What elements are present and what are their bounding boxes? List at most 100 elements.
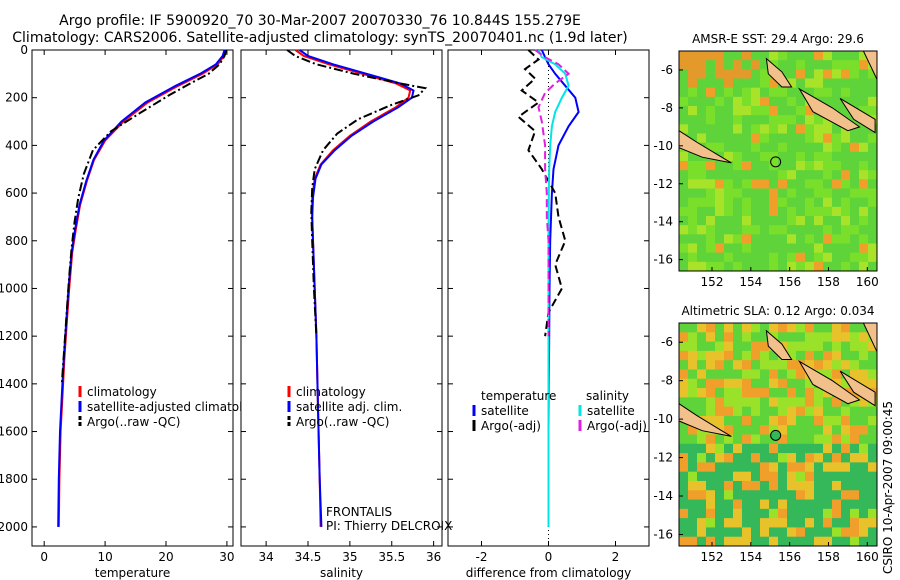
map-cell — [841, 60, 851, 70]
map-ytick-label: -14 — [653, 215, 673, 229]
map-cell — [688, 87, 698, 98]
map-cell — [751, 179, 761, 189]
map-cell — [751, 234, 761, 244]
map-cell — [733, 490, 743, 501]
map-cell — [733, 378, 743, 389]
map-cell — [679, 527, 689, 538]
map-cell — [724, 225, 734, 235]
map-cell — [823, 415, 833, 426]
map-cell — [823, 508, 833, 519]
map-cell — [778, 115, 788, 125]
map-cell — [724, 434, 734, 445]
map-cell — [841, 471, 851, 482]
map-cell — [814, 443, 824, 454]
map-cell — [841, 161, 851, 171]
map-cell — [697, 378, 707, 389]
map-cell — [868, 453, 878, 463]
panel-temperature-frame — [31, 49, 234, 547]
map-cell — [733, 536, 743, 547]
xtick-label: 35 — [342, 550, 357, 564]
map-cell — [868, 161, 878, 171]
map-cell — [778, 161, 788, 171]
map-cell — [814, 124, 824, 134]
map-cell — [832, 490, 842, 501]
map-cell — [823, 87, 833, 98]
map-cell — [715, 142, 725, 153]
map-cell — [715, 96, 725, 107]
map-cell — [706, 518, 716, 528]
map-cell — [814, 243, 824, 254]
map-cell — [841, 443, 851, 454]
map-cell — [688, 490, 698, 501]
map-cell — [697, 69, 707, 79]
map-cell — [796, 369, 806, 380]
map-cell — [724, 115, 734, 125]
map-cell — [688, 480, 698, 491]
map-cell — [841, 206, 851, 217]
map-cell — [715, 124, 725, 134]
map-cell — [832, 508, 842, 519]
map-cell — [769, 151, 779, 162]
map-cell — [706, 78, 716, 89]
map-cell — [859, 225, 869, 235]
map-cell — [760, 243, 770, 254]
map-cell — [724, 197, 734, 208]
map-cell — [697, 225, 707, 235]
map-cell — [832, 243, 842, 254]
map-cell — [706, 508, 716, 519]
map-cell — [706, 360, 716, 370]
map-cell — [760, 69, 770, 79]
map-cell — [832, 360, 842, 370]
map-cell — [715, 188, 725, 199]
map-cell — [832, 462, 842, 473]
map-cell — [742, 499, 752, 510]
map-cell — [760, 518, 770, 528]
map-cell — [733, 508, 743, 519]
map-cell — [832, 60, 842, 70]
map-cell — [733, 51, 743, 61]
map-cell — [760, 261, 770, 272]
land-polygon — [798, 360, 861, 405]
map-cell — [787, 369, 797, 380]
xtick-label: 35.5 — [378, 550, 405, 564]
map-cell — [724, 161, 734, 171]
map-cell — [859, 188, 869, 199]
map-cell — [751, 499, 761, 510]
map-cell — [688, 397, 698, 408]
map-cell — [778, 378, 788, 389]
map-cell — [850, 234, 860, 244]
map-cell — [679, 471, 689, 482]
map-cell — [679, 151, 689, 162]
legend-label: climatology — [87, 385, 157, 399]
map-cell — [850, 369, 860, 380]
map-cell — [778, 243, 788, 254]
ytick-label: 800 — [5, 234, 28, 248]
map-ytick-label: -16 — [653, 527, 673, 541]
map-cell — [805, 332, 815, 343]
map-cell — [841, 527, 851, 538]
map-cell — [688, 133, 698, 144]
map-cell — [697, 508, 707, 519]
map-cell — [760, 225, 770, 235]
map-cell — [715, 133, 725, 144]
map-cell — [733, 197, 743, 208]
map-cell — [760, 188, 770, 199]
map-cell — [733, 471, 743, 482]
map-cell — [805, 508, 815, 519]
map-cell — [787, 490, 797, 501]
map-cell — [715, 206, 725, 217]
map-cell — [868, 225, 878, 235]
map-cell — [778, 462, 788, 473]
map-cell — [859, 197, 869, 208]
map-cell — [715, 527, 725, 538]
map-cell — [688, 206, 698, 217]
map-cell — [679, 453, 689, 463]
map-cell — [868, 415, 878, 426]
map-cell — [724, 179, 734, 189]
map-cell — [841, 536, 851, 547]
map-cell — [751, 360, 761, 370]
map-cell — [769, 243, 779, 254]
map-cell — [850, 499, 860, 510]
map-cell — [688, 69, 698, 79]
map-cell — [832, 323, 842, 333]
